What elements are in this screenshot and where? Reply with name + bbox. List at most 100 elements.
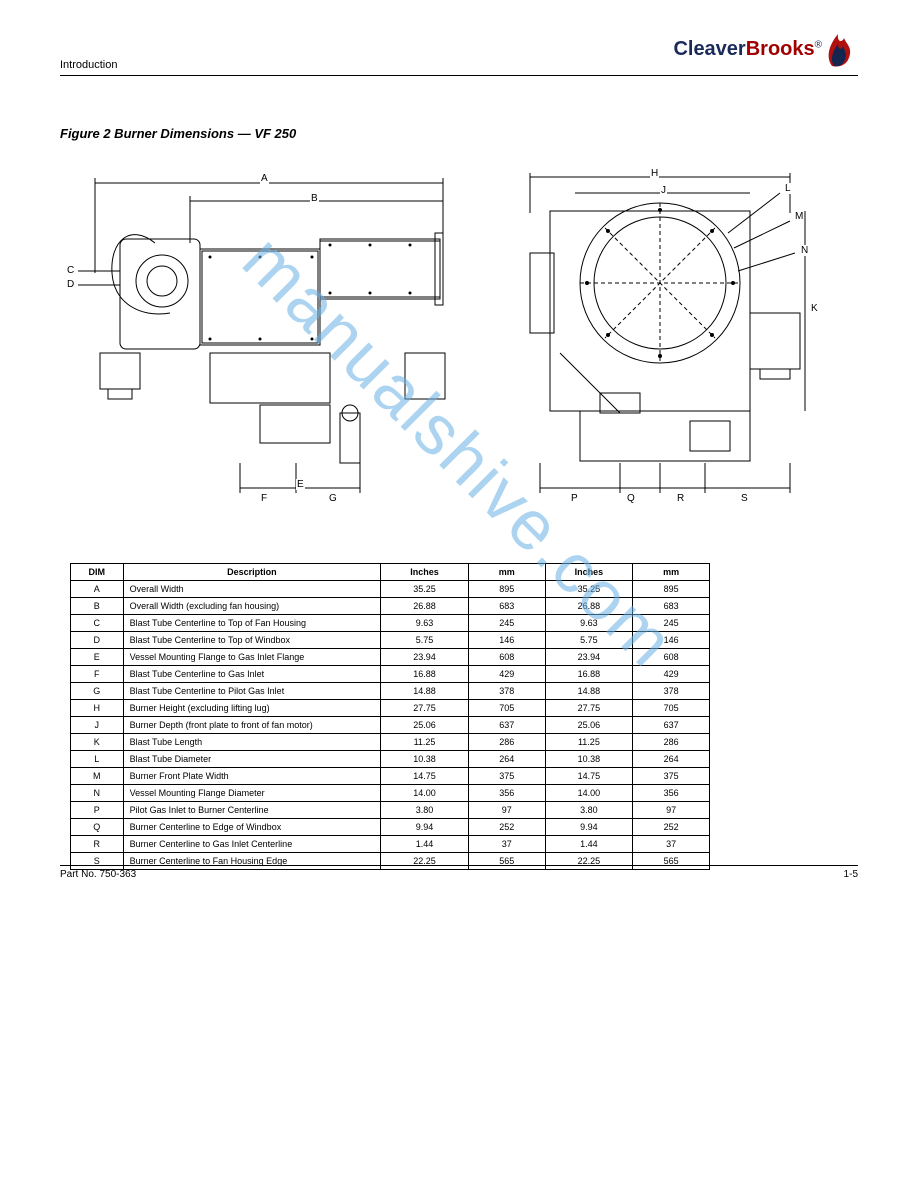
table-cell: 3.80 bbox=[545, 802, 633, 819]
table-cell: 11.25 bbox=[381, 734, 469, 751]
table-cell: 11.25 bbox=[545, 734, 633, 751]
table-cell: 9.63 bbox=[381, 615, 469, 632]
table-cell: 1.44 bbox=[381, 836, 469, 853]
table-cell: C bbox=[71, 615, 124, 632]
table-cell: 10.38 bbox=[545, 751, 633, 768]
table-cell: 35.25 bbox=[381, 581, 469, 598]
table-cell: Vessel Mounting Flange Diameter bbox=[123, 785, 381, 802]
table-row: JBurner Depth (front plate to front of f… bbox=[71, 717, 710, 734]
table-cell: 9.94 bbox=[545, 819, 633, 836]
table-cell: 245 bbox=[633, 615, 710, 632]
table-row: NVessel Mounting Flange Diameter14.00356… bbox=[71, 785, 710, 802]
table-cell: 705 bbox=[633, 700, 710, 717]
table-cell: M bbox=[71, 768, 124, 785]
table-row: EVessel Mounting Flange to Gas Inlet Fla… bbox=[71, 649, 710, 666]
logo-reg: ® bbox=[815, 39, 822, 50]
table-cell: 378 bbox=[633, 683, 710, 700]
table-cell: 26.88 bbox=[381, 598, 469, 615]
dim-k-label: K bbox=[810, 303, 819, 314]
table-cell: Blast Tube Diameter bbox=[123, 751, 381, 768]
table-cell: 14.00 bbox=[545, 785, 633, 802]
dim-q-label: Q bbox=[626, 493, 636, 504]
table-cell: 14.88 bbox=[545, 683, 633, 700]
table-cell: 14.00 bbox=[381, 785, 469, 802]
dim-m-label: M bbox=[794, 211, 804, 222]
table-cell: Burner Front Plate Width bbox=[123, 768, 381, 785]
table-cell: 14.88 bbox=[381, 683, 469, 700]
flame-icon bbox=[824, 28, 858, 71]
table-cell: 252 bbox=[633, 819, 710, 836]
table-cell: A bbox=[71, 581, 124, 598]
table-cell: 286 bbox=[468, 734, 545, 751]
table-cell: 146 bbox=[468, 632, 545, 649]
table-cell: Burner Height (excluding lifting lug) bbox=[123, 700, 381, 717]
table-cell: 356 bbox=[468, 785, 545, 802]
dim-a-label: A bbox=[260, 173, 269, 184]
table-cell: Blast Tube Length bbox=[123, 734, 381, 751]
table-cell: 9.63 bbox=[545, 615, 633, 632]
table-cell: 5.75 bbox=[381, 632, 469, 649]
table-row: FBlast Tube Centerline to Gas Inlet16.88… bbox=[71, 666, 710, 683]
table-cell: E bbox=[71, 649, 124, 666]
table-cell: Overall Width bbox=[123, 581, 381, 598]
table-cell: Blast Tube Centerline to Top of Windbox bbox=[123, 632, 381, 649]
table-cell: 25.06 bbox=[381, 717, 469, 734]
table-cell: Blast Tube Centerline to Top of Fan Hous… bbox=[123, 615, 381, 632]
table-header: DIM bbox=[71, 564, 124, 581]
table-cell: 375 bbox=[633, 768, 710, 785]
table-cell: 16.88 bbox=[381, 666, 469, 683]
table-cell: L bbox=[71, 751, 124, 768]
table-cell: 97 bbox=[633, 802, 710, 819]
table-cell: Burner Depth (front plate to front of fa… bbox=[123, 717, 381, 734]
table-cell: 264 bbox=[468, 751, 545, 768]
table-cell: Q bbox=[71, 819, 124, 836]
logo-part1: Cleaver bbox=[673, 38, 745, 60]
burner-drawings: A B C D E F G bbox=[60, 153, 858, 533]
logo-part2: Brooks bbox=[746, 38, 815, 60]
table-cell: 637 bbox=[468, 717, 545, 734]
table-cell: 375 bbox=[468, 768, 545, 785]
figure-title: Figure 2 Burner Dimensions — VF 250 bbox=[60, 126, 858, 141]
dim-e-label: E bbox=[296, 479, 305, 490]
table-row: QBurner Centerline to Edge of Windbox9.9… bbox=[71, 819, 710, 836]
table-row: HBurner Height (excluding lifting lug)27… bbox=[71, 700, 710, 717]
table-cell: Burner Centerline to Edge of Windbox bbox=[123, 819, 381, 836]
table-cell: 35.25 bbox=[545, 581, 633, 598]
dim-c-label: C bbox=[66, 265, 75, 276]
table-cell: 286 bbox=[633, 734, 710, 751]
table-cell: Pilot Gas Inlet to Burner Centerline bbox=[123, 802, 381, 819]
table-cell: 245 bbox=[468, 615, 545, 632]
table-row: LBlast Tube Diameter10.3826410.38264 bbox=[71, 751, 710, 768]
table-cell: 16.88 bbox=[545, 666, 633, 683]
dim-n-label: N bbox=[800, 245, 809, 256]
table-row: CBlast Tube Centerline to Top of Fan Hou… bbox=[71, 615, 710, 632]
table-cell: 895 bbox=[633, 581, 710, 598]
table-cell: K bbox=[71, 734, 124, 751]
dim-d-label: D bbox=[66, 279, 75, 290]
table-header: mm bbox=[468, 564, 545, 581]
section-title: Introduction bbox=[60, 59, 117, 71]
dim-j-label: J bbox=[660, 185, 667, 196]
table-cell: 378 bbox=[468, 683, 545, 700]
dim-r-label: R bbox=[676, 493, 685, 504]
table-cell: 1.44 bbox=[545, 836, 633, 853]
dim-h-label: H bbox=[650, 168, 659, 179]
table-cell: 26.88 bbox=[545, 598, 633, 615]
table-cell: 705 bbox=[468, 700, 545, 717]
table-cell: 5.75 bbox=[545, 632, 633, 649]
footer-part-no: Part No. 750-363 bbox=[60, 869, 136, 880]
table-row: MBurner Front Plate Width14.7537514.7537… bbox=[71, 768, 710, 785]
table-cell: Overall Width (excluding fan housing) bbox=[123, 598, 381, 615]
dim-l-label: L bbox=[784, 183, 792, 194]
table-cell: 9.94 bbox=[381, 819, 469, 836]
table-row: PPilot Gas Inlet to Burner Centerline3.8… bbox=[71, 802, 710, 819]
table-row: AOverall Width35.2589535.25895 bbox=[71, 581, 710, 598]
table-cell: 429 bbox=[633, 666, 710, 683]
table-row: RBurner Centerline to Gas Inlet Centerli… bbox=[71, 836, 710, 853]
table-cell: 23.94 bbox=[381, 649, 469, 666]
table-cell: 252 bbox=[468, 819, 545, 836]
dim-s-label: S bbox=[740, 493, 749, 504]
table-cell: 10.38 bbox=[381, 751, 469, 768]
table-row: DBlast Tube Centerline to Top of Windbox… bbox=[71, 632, 710, 649]
table-cell: 14.75 bbox=[381, 768, 469, 785]
